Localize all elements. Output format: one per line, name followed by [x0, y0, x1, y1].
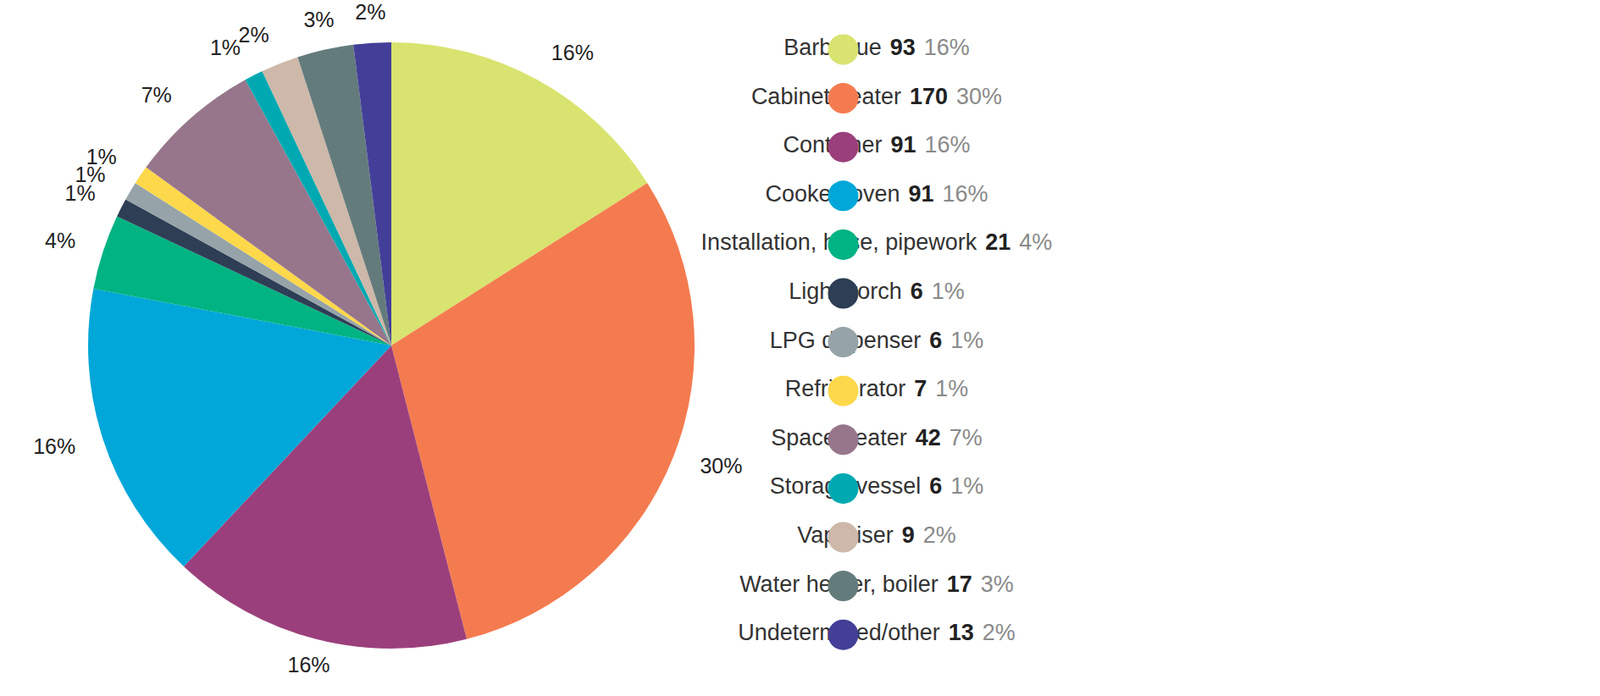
svg-text:3%: 3%: [303, 7, 334, 32]
svg-text:Undetermined/other132%: Undetermined/other132%: [737, 620, 1016, 646]
svg-text:Barbecue9316%: Barbecue9316%: [783, 34, 970, 61]
svg-text:2%: 2%: [354, 0, 386, 24]
svg-text:1%: 1%: [64, 180, 96, 205]
svg-text:4%: 4%: [44, 228, 76, 253]
svg-text:7%: 7%: [141, 83, 172, 107]
svg-text:Cabinet heater17030%: Cabinet heater17030%: [751, 83, 1003, 110]
svg-text:Cooker, oven9116%: Cooker, oven9116%: [764, 181, 988, 207]
svg-text:Storage vessel61%: Storage vessel61%: [769, 474, 985, 500]
svg-text:LPG dispenser61%: LPG dispenser61%: [769, 327, 985, 354]
svg-text:Water heater, boiler173%: Water heater, boiler173%: [739, 571, 1014, 598]
svg-text:1%: 1%: [86, 144, 117, 169]
svg-text:Vaporiser92%: Vaporiser92%: [797, 522, 957, 549]
svg-text:Space heater427%: Space heater427%: [770, 425, 983, 451]
svg-text:1%: 1%: [210, 35, 241, 60]
svg-text:1%: 1%: [74, 162, 106, 187]
svg-text:Container9116%: Container9116%: [782, 132, 970, 158]
svg-text:Installation, hose, pipework21: Installation, hose, pipework214%: [701, 230, 1053, 256]
svg-text:30%: 30%: [699, 453, 742, 478]
svg-text:16%: 16%: [287, 653, 330, 677]
svg-text:16%: 16%: [33, 434, 76, 459]
svg-text:2%: 2%: [238, 22, 270, 47]
svg-text:16%: 16%: [551, 40, 594, 65]
svg-text:Refrigerator71%: Refrigerator71%: [785, 376, 969, 402]
svg-text:Light, torch61%: Light, torch61%: [788, 278, 965, 305]
